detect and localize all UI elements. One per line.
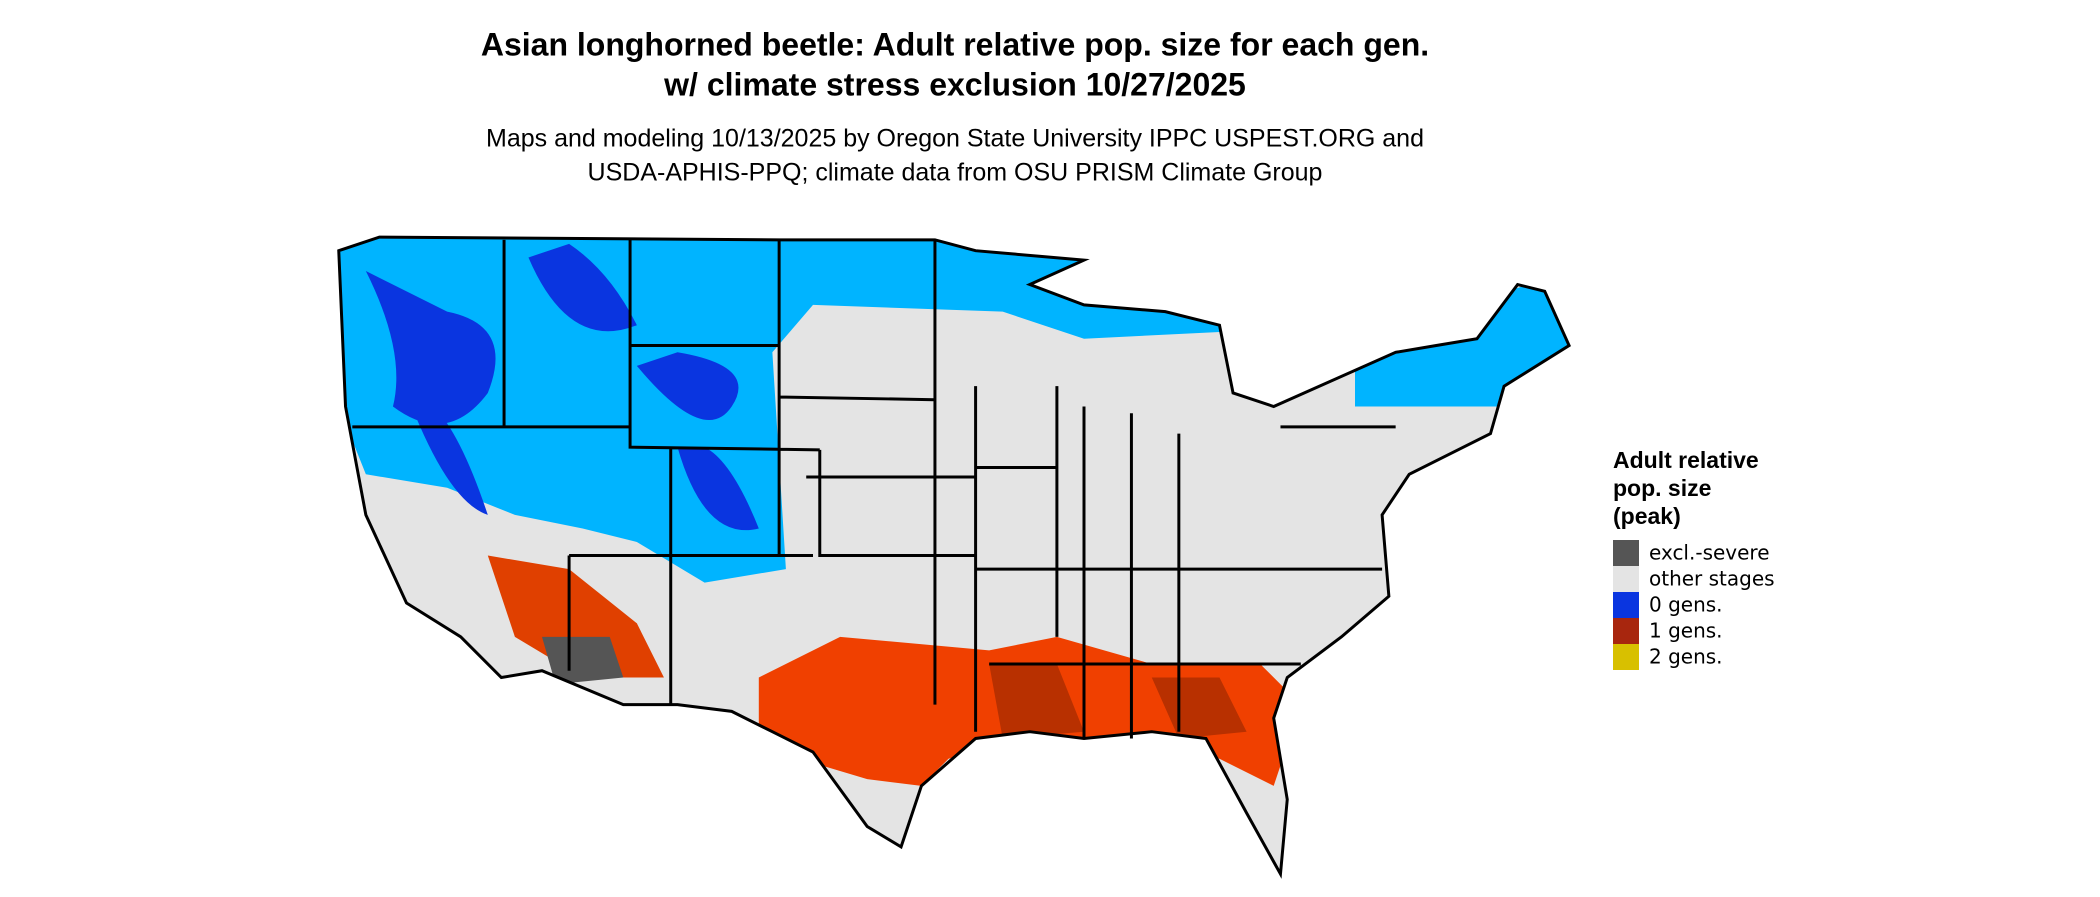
state-lines bbox=[337, 235, 1571, 876]
legend-swatch bbox=[1613, 592, 1639, 618]
legend-swatch bbox=[1613, 540, 1639, 566]
legend-label: 1 gens. bbox=[1649, 619, 1723, 643]
zone-blue bbox=[365, 243, 759, 531]
zone-red bbox=[989, 663, 1247, 739]
us-map bbox=[337, 235, 1571, 876]
model-regions bbox=[338, 237, 1570, 786]
legend-label: 0 gens. bbox=[1649, 593, 1723, 617]
subtitle-line: Maps and modeling 10/13/2025 by Oregon S… bbox=[486, 125, 1424, 153]
legend-swatch bbox=[1613, 566, 1639, 592]
legend-swatch bbox=[1613, 644, 1639, 670]
legend-title: (peak) bbox=[1613, 503, 1681, 529]
legend-label: 2 gens. bbox=[1649, 645, 1723, 669]
legend-title: Adult relative bbox=[1613, 447, 1759, 473]
title-line: w/ climate stress exclusion 10/27/2025 bbox=[663, 66, 1246, 102]
legend-label: excl.-severe bbox=[1649, 541, 1770, 565]
legend-swatch bbox=[1613, 618, 1639, 644]
zone-excluded bbox=[542, 636, 624, 685]
zone-light-blue bbox=[338, 237, 1220, 583]
legend-title: pop. size bbox=[1613, 475, 1711, 501]
zone-orange-sw bbox=[487, 555, 664, 678]
title-line: Asian longhorned beetle: Adult relative … bbox=[481, 26, 1429, 62]
legend-label: other stages bbox=[1649, 567, 1775, 591]
subtitle-line: USDA-APHIS-PPQ; climate data from OSU PR… bbox=[588, 159, 1323, 187]
